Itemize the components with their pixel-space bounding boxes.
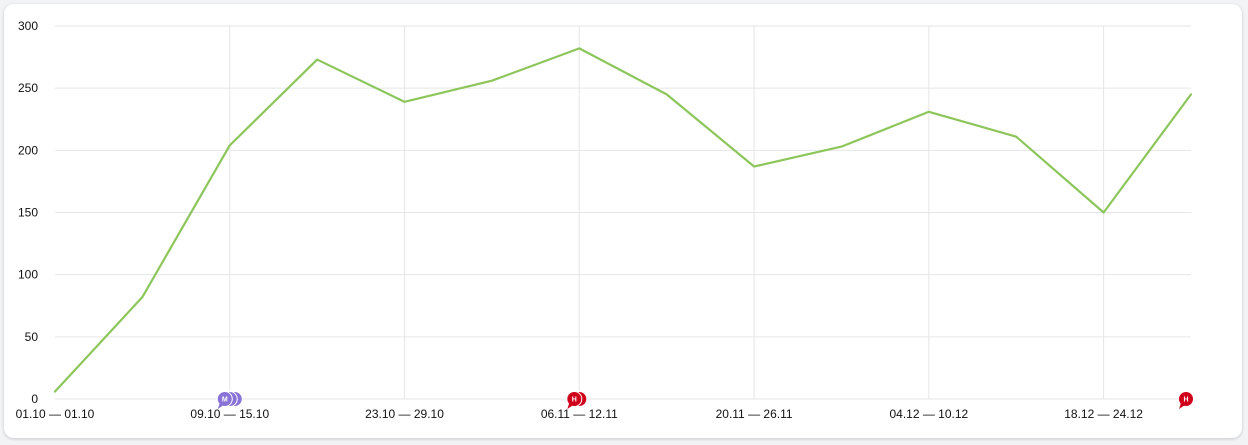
data-point[interactable] bbox=[1189, 92, 1194, 97]
y-tick-label: 100 bbox=[18, 268, 38, 282]
series-layer bbox=[53, 46, 1194, 394]
marker-tail bbox=[567, 403, 574, 409]
data-point[interactable] bbox=[140, 295, 145, 300]
data-point[interactable] bbox=[1014, 134, 1019, 139]
data-point[interactable] bbox=[926, 109, 931, 114]
data-point[interactable] bbox=[752, 164, 757, 169]
y-axis: 0 50 100 150 200 250 300 bbox=[18, 19, 38, 406]
x-tick-label: 23.10 — 29.10 bbox=[365, 407, 444, 421]
data-point[interactable] bbox=[315, 57, 320, 62]
data-point[interactable] bbox=[402, 99, 407, 104]
marker-tail bbox=[217, 403, 224, 409]
y-tick-label: 300 bbox=[18, 19, 38, 33]
event-marker[interactable]: Н bbox=[566, 391, 588, 410]
data-point[interactable] bbox=[1101, 210, 1106, 215]
marker-bubble[interactable] bbox=[216, 391, 233, 407]
event-marker[interactable]: M bbox=[216, 391, 243, 410]
y-tick-label: 200 bbox=[18, 143, 38, 157]
marker-bubble[interactable] bbox=[1178, 391, 1194, 407]
marker-bubble[interactable] bbox=[566, 391, 583, 407]
x-tick-label: 20.11 — 26.11 bbox=[716, 407, 793, 421]
x-tick-label: 09.10 — 15.10 bbox=[190, 407, 269, 421]
event-marker[interactable]: Н bbox=[1178, 391, 1194, 410]
x-tick-label: 18.12 — 24.12 bbox=[1064, 407, 1143, 421]
marker-letter: Н bbox=[572, 397, 577, 404]
data-point[interactable] bbox=[53, 389, 58, 394]
y-tick-label: 50 bbox=[25, 330, 39, 344]
x-tick-label: 01.10 — 01.10 bbox=[16, 407, 95, 421]
marker-letter: M bbox=[222, 397, 228, 404]
series-line bbox=[53, 47, 1193, 393]
grid-lines bbox=[55, 25, 1191, 400]
y-tick-label: 250 bbox=[18, 81, 38, 95]
x-tick-label: 06.11 — 12.11 bbox=[541, 407, 618, 421]
marker-tail bbox=[1179, 403, 1185, 409]
data-point[interactable] bbox=[227, 143, 232, 148]
data-point[interactable] bbox=[489, 78, 494, 83]
chart-card bbox=[4, 4, 1242, 438]
y-tick-label: 0 bbox=[31, 392, 38, 406]
marker-letter: Н bbox=[1183, 397, 1188, 404]
data-point[interactable] bbox=[577, 46, 582, 51]
x-tick-label: 04.12 — 10.12 bbox=[889, 407, 968, 421]
x-axis: 01.10 — 01.10 09.10 — 15.10 23.10 — 29.10 0… bbox=[16, 407, 1144, 421]
data-point[interactable] bbox=[664, 92, 669, 97]
data-point[interactable] bbox=[839, 144, 844, 149]
y-tick-label: 150 bbox=[18, 206, 38, 220]
